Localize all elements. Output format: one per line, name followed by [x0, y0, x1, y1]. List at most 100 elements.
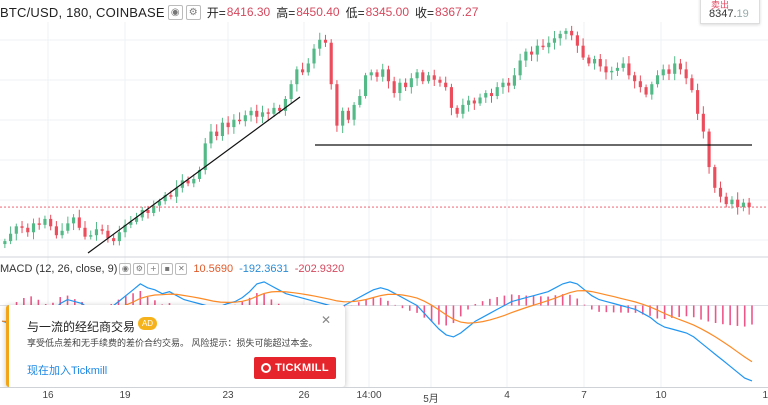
candle-body [398, 82, 402, 94]
candle-body [37, 223, 41, 225]
symbol-title[interactable]: BTC/USD, 180, COINBASE [0, 4, 165, 20]
candle-body [312, 48, 316, 64]
candle-body [667, 69, 671, 74]
close-icon[interactable]: ✕ [321, 313, 332, 327]
ad-cta-link[interactable]: 现在加入Tickmill [27, 365, 108, 377]
candle-body [146, 210, 150, 213]
candle-body [426, 75, 431, 82]
candle-body [329, 42, 333, 85]
ad-description: 享受低点差和无手续费的差价合约交易。 风险提示：损失可能超过本金。 [27, 338, 318, 348]
time-tick: 7 [581, 390, 587, 401]
candle-body [26, 227, 30, 233]
low-value: 8345.00 [365, 5, 409, 19]
time-tick: 16 [42, 390, 54, 401]
candle-body [512, 75, 516, 86]
candle-body [638, 81, 642, 88]
chart-header: BTC/USD, 180, COINBASE ◉ ⚙ 开= 8416.30 高= 8… [0, 3, 478, 21]
time-tick: 4 [504, 390, 510, 401]
candle-body [243, 115, 247, 122]
candle-body [163, 195, 167, 202]
ad-title: 与一流的经纪商交易 [27, 320, 136, 334]
more-icon[interactable]: ▪ [161, 263, 174, 275]
candle-body [621, 63, 625, 68]
high-value: 8450.40 [296, 5, 340, 19]
candle-body [661, 69, 665, 76]
candle-body [14, 226, 18, 234]
candle-body [610, 70, 614, 73]
ad-banner[interactable]: 与一流的经纪商交易 AD ✕ 享受低点差和无手续费的差价合约交易。 风险提示：损… [6, 305, 345, 387]
candle-body [747, 202, 751, 208]
candle-body [306, 63, 310, 73]
candle-body [289, 84, 293, 99]
candle-body [535, 45, 539, 55]
candle-body [449, 87, 454, 108]
candle-body [604, 66, 608, 73]
candle-body [478, 97, 482, 104]
candle-body [66, 223, 70, 231]
candle-body [655, 75, 660, 85]
time-tick-edge: 1 [762, 390, 768, 401]
candle-body [633, 75, 637, 82]
candle-body [203, 143, 207, 171]
sell-label: 卖出 [711, 0, 730, 10]
trend-line [87, 96, 301, 254]
candle-body [587, 57, 591, 64]
settings-icon[interactable]: ⚙ [133, 263, 146, 275]
sell-value-dim: 19 [736, 8, 749, 20]
candle-body [592, 59, 597, 64]
candle-body [335, 84, 339, 126]
candle-body [123, 224, 127, 233]
signal-line [1, 289, 753, 363]
eye-icon[interactable]: ◉ [119, 263, 132, 275]
candle-body [741, 202, 745, 208]
eye-icon[interactable]: ◉ [167, 4, 183, 20]
candle-body [690, 78, 694, 91]
candle-body [501, 82, 505, 88]
settings-icon[interactable]: ⚙ [185, 4, 201, 20]
tickmill-logo[interactable]: TICKMILL [254, 357, 336, 379]
candle-body [49, 218, 53, 227]
candle-body [117, 232, 121, 242]
time-tick: 5月 [423, 394, 439, 405]
sell-value-main: 8347. [709, 8, 737, 20]
candle-body [106, 230, 110, 239]
candle-body [564, 30, 568, 34]
macd-label[interactable]: MACD (12, 26, close, 9) [0, 263, 118, 275]
candle-body [43, 218, 47, 225]
high-label: 高= [276, 5, 296, 20]
time-tick: 19 [119, 390, 131, 401]
close-icon[interactable]: ✕ [175, 263, 188, 275]
candle-body [89, 235, 93, 237]
add-icon[interactable]: + [147, 263, 160, 275]
candle-body [318, 39, 322, 49]
close-value: 8367.27 [435, 5, 479, 19]
candle-body [358, 96, 362, 105]
candle-body [260, 112, 265, 117]
candle-body [346, 110, 350, 120]
candle-body [575, 35, 579, 46]
candle-body [323, 39, 328, 43]
candle-body [20, 226, 24, 228]
candle-body [484, 93, 488, 98]
candle-body [134, 217, 139, 222]
candle-body [100, 229, 104, 231]
candle-body [707, 131, 711, 168]
candle-body [415, 72, 419, 79]
candle-body [392, 81, 396, 94]
sell-value: 8347.19 [709, 8, 749, 20]
time-axis[interactable]: 16 19 23 26 14:00 5月 4 7 10 1 [0, 387, 768, 405]
candle-body [112, 238, 116, 242]
candle-body [266, 112, 270, 114]
open-value: 8416.30 [226, 5, 271, 19]
candle-body [507, 82, 511, 86]
candle-body [226, 122, 230, 128]
sell-price-badge[interactable]: 卖出 8347.19 [700, 0, 760, 24]
candle-body [186, 180, 190, 184]
candle-body [684, 69, 688, 79]
candle-body [489, 93, 494, 97]
candle-body [375, 72, 379, 77]
candle-body [352, 104, 356, 120]
time-tick: 23 [222, 390, 234, 401]
candle-body [615, 67, 620, 71]
